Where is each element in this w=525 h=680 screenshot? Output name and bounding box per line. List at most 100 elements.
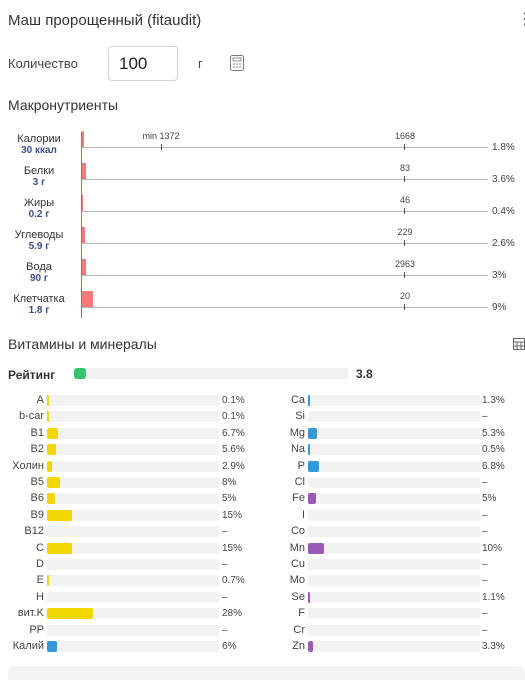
- macro-bar: [82, 131, 84, 147]
- nutrient-percent: –: [482, 477, 488, 488]
- macro-percent: 1.8%: [492, 142, 515, 153]
- nutrient-bar-fill: [47, 477, 60, 488]
- rating-bar: [74, 368, 348, 379]
- nutrient-label: Ca: [290, 394, 305, 406]
- nutrient-label: B2: [30, 443, 44, 455]
- nutrient-label: Na: [290, 443, 305, 455]
- macro-value: 90 г: [29, 273, 49, 284]
- nutrient-bar: [308, 559, 480, 570]
- nutrient-bar-fill: [308, 428, 317, 439]
- macro-percent: 3%: [492, 270, 507, 281]
- macro-ref-tick: [404, 272, 405, 278]
- macro-axis: [81, 132, 82, 318]
- nutrient-percent: 1.1%: [482, 592, 505, 603]
- macro-value: 30 ккал: [21, 145, 57, 156]
- macro-row-line: [81, 211, 488, 212]
- macro-row-line: [81, 179, 488, 180]
- macro-name: Вода: [26, 261, 52, 273]
- nutrient-bar: [47, 608, 219, 619]
- nutrient-label: Mn: [289, 542, 305, 554]
- nutrient-percent: 6.7%: [222, 428, 245, 439]
- macro-ref-label: 2963: [394, 259, 416, 269]
- nutrient-label: Cu: [290, 558, 305, 570]
- nutrient-bar: [47, 493, 219, 504]
- macro-ref-tick: [404, 304, 405, 310]
- macro-row-label: Клетчатка 1.8 г: [0, 293, 78, 317]
- nutrient-bar: [47, 575, 219, 586]
- nutrient-label: A: [36, 394, 44, 406]
- nutrient-percent: 5%: [482, 493, 497, 504]
- macro-row-label: Калории 30 ккал: [0, 134, 78, 157]
- rating-label: Рейтинг: [8, 368, 56, 382]
- macro-ref-label: 229: [397, 227, 413, 237]
- nutrient-bar-fill: [308, 461, 319, 472]
- macro-name: Жиры: [23, 197, 55, 209]
- nutrient-bar-fill: [308, 493, 316, 504]
- nutrient-label: B5: [30, 476, 44, 488]
- nutrient-bar: [308, 395, 480, 406]
- nutrient-bar-fill: [308, 444, 310, 455]
- nutrient-percent: –: [482, 411, 488, 422]
- calculator-icon[interactable]: [230, 55, 244, 71]
- nutrient-bar: [47, 543, 219, 554]
- macro-value: 3 г: [32, 177, 46, 188]
- macro-ref-label: 1668: [394, 131, 416, 141]
- nutrient-bar: [47, 428, 219, 439]
- quantity-input[interactable]: [108, 46, 178, 81]
- nutrient-percent: –: [482, 608, 488, 619]
- nutrient-bar: [47, 510, 219, 521]
- nutrient-label: H: [36, 591, 44, 603]
- macro-bar: [82, 259, 86, 275]
- nutrient-label: Холин: [12, 460, 44, 472]
- nutrient-bar: [47, 477, 219, 488]
- nutrient-bar-fill: [47, 395, 49, 406]
- nutrient-label: Si: [295, 410, 305, 422]
- nutrient-bar: [308, 526, 480, 537]
- nutrient-percent: –: [482, 526, 488, 537]
- nutrient-bar: [308, 493, 480, 504]
- nutrient-percent: 28%: [222, 608, 243, 619]
- nutrient-label: B9: [30, 509, 44, 521]
- macro-bar: [82, 291, 93, 307]
- nutrient-percent: –: [222, 592, 228, 603]
- nutrient-percent: –: [482, 510, 488, 521]
- macro-bar: [82, 195, 83, 211]
- nutrient-percent: 5.6%: [222, 444, 245, 455]
- nutrient-percent: 15%: [222, 510, 243, 521]
- macro-row-line: [81, 243, 488, 244]
- nutrient-bar: [308, 625, 480, 636]
- macro-row-label: Жиры 0.2 г: [0, 197, 78, 221]
- nutrient-bar-fill: [47, 428, 58, 439]
- nutrient-label: b-car: [18, 410, 44, 422]
- nutrient-bar: [308, 444, 480, 455]
- bottom-card: [8, 666, 525, 680]
- table-icon[interactable]: [513, 338, 525, 350]
- nutrient-label: C: [36, 542, 44, 554]
- nutrient-bar: [47, 526, 219, 537]
- nutrient-bar: [308, 510, 480, 521]
- macro-min-tick: [161, 144, 162, 150]
- macro-value: 0.2 г: [28, 209, 50, 220]
- nutrient-percent: 6.8%: [482, 461, 505, 472]
- quantity-unit: г: [198, 56, 203, 71]
- nutrient-bar: [308, 477, 480, 488]
- macro-name: Клетчатка: [13, 293, 65, 305]
- macro-row-line: [81, 147, 488, 148]
- nutrient-label: Mg: [289, 427, 305, 439]
- macro-ref-label: 20: [399, 291, 411, 301]
- nutrient-bar: [308, 543, 480, 554]
- page-title: Маш пророщенный (fitaudit): [8, 12, 202, 29]
- nutrient-percent: 10%: [482, 543, 503, 554]
- nutrient-bar-fill: [47, 493, 55, 504]
- nutrient-bar-fill: [47, 608, 93, 619]
- nutrient-bar-fill: [47, 575, 49, 586]
- macro-ref-label: 83: [399, 163, 411, 173]
- macro-ref-tick: [404, 144, 405, 150]
- nutrient-bar: [308, 411, 480, 422]
- nutrient-label: Zn: [292, 640, 305, 652]
- nutrient-bar: [47, 411, 219, 422]
- kebab-menu-icon[interactable]: ⋮: [517, 11, 525, 28]
- nutrient-label: B12: [24, 525, 44, 537]
- macro-bar: [82, 227, 85, 243]
- nutrient-percent: 0.5%: [482, 444, 505, 455]
